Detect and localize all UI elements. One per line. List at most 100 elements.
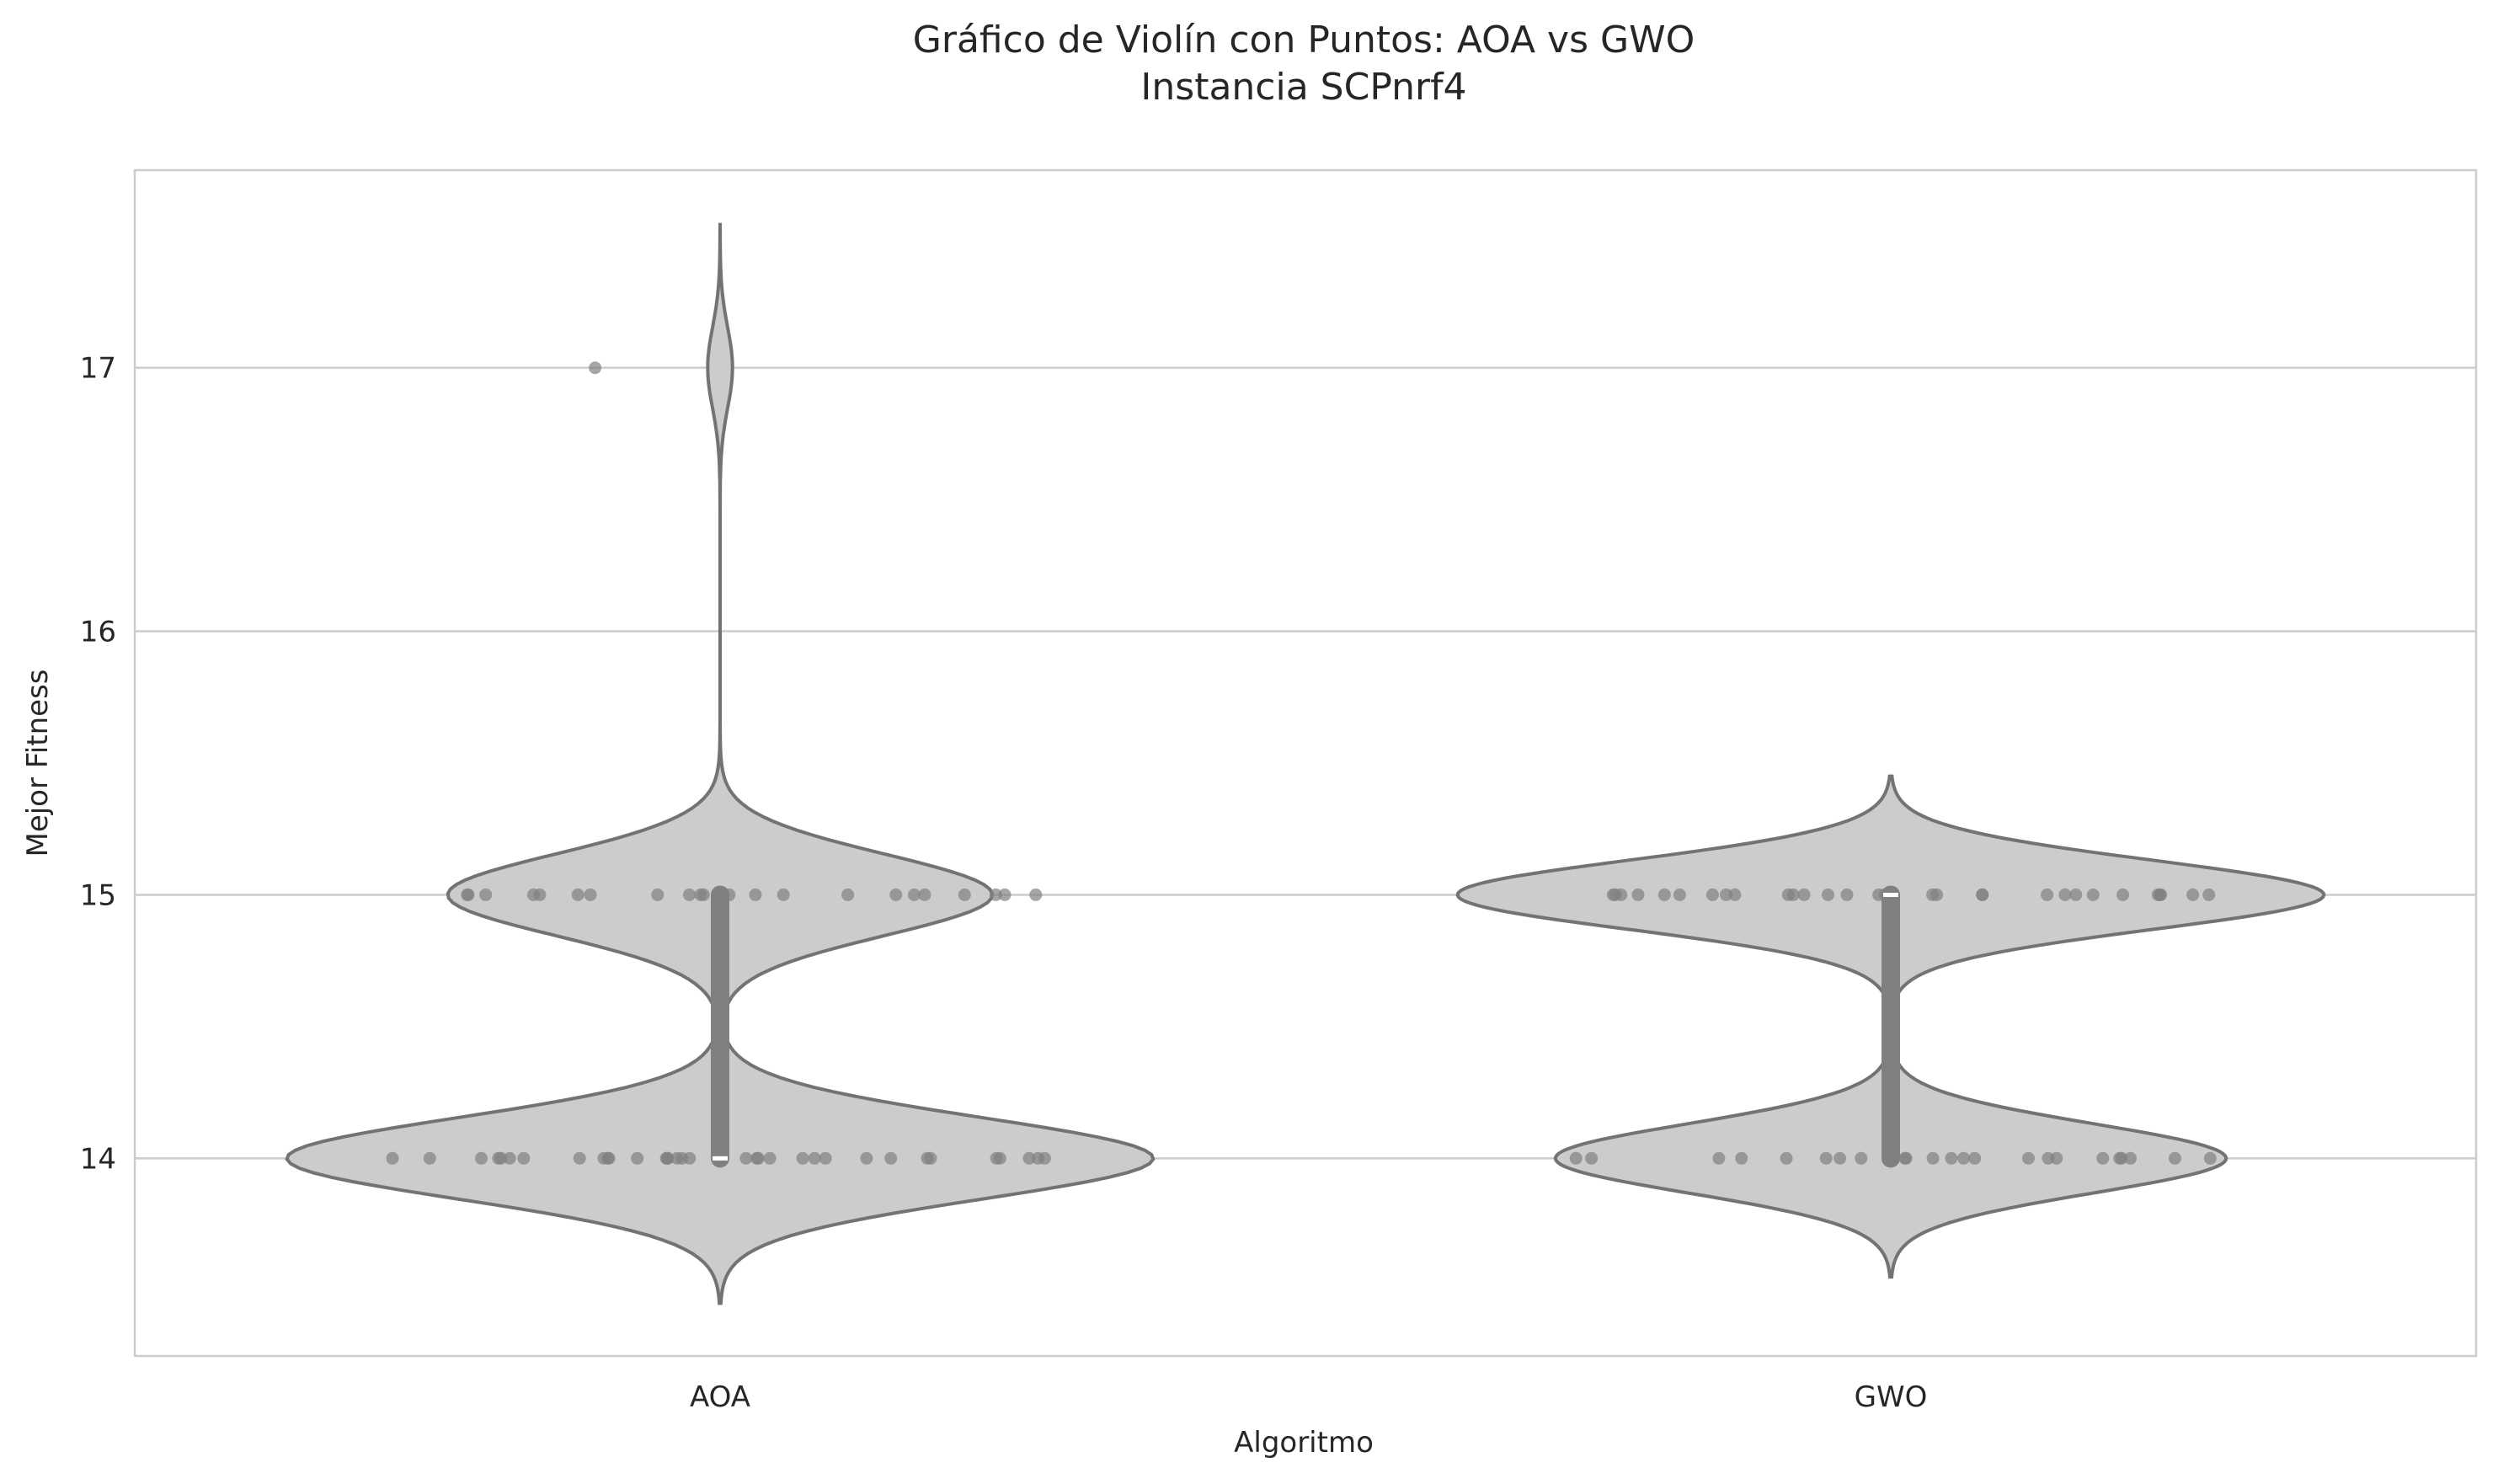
- data-point: [2022, 1151, 2035, 1165]
- data-point: [2169, 1151, 2181, 1165]
- data-point: [1032, 1151, 1045, 1165]
- data-point: [993, 1151, 1006, 1165]
- y-tick-label: 16: [80, 616, 116, 649]
- data-point: [589, 361, 602, 375]
- y-axis-label: Mejor Fitness: [21, 669, 55, 857]
- points: [386, 361, 2217, 1165]
- data-point: [517, 1151, 531, 1165]
- data-point: [2186, 888, 2200, 901]
- data-point: [1657, 888, 1671, 901]
- data-point: [2115, 1151, 2128, 1165]
- data-point: [1728, 888, 1742, 901]
- data-point: [1976, 888, 1989, 901]
- y-tick-label: 17: [80, 352, 116, 386]
- data-point: [1631, 888, 1645, 901]
- data-point: [1606, 888, 1620, 901]
- data-point: [763, 1151, 777, 1165]
- data-point: [777, 888, 790, 901]
- data-point: [1029, 888, 1043, 901]
- x-tick-label: GWO: [1855, 1380, 1928, 1414]
- data-point: [2050, 1151, 2063, 1165]
- data-point: [386, 1151, 399, 1165]
- data-point: [889, 888, 903, 901]
- data-point: [1712, 1151, 1726, 1165]
- data-point: [697, 888, 710, 901]
- data-point: [2086, 888, 2100, 901]
- data-point: [659, 1151, 673, 1165]
- y-tick-label: 15: [80, 878, 116, 912]
- data-point: [2124, 1151, 2137, 1165]
- gridlines: [135, 366, 2476, 1160]
- data-point: [602, 1151, 616, 1165]
- data-point: [1585, 1151, 1599, 1165]
- data-point: [1898, 1151, 1912, 1165]
- data-point: [860, 1151, 873, 1165]
- violin-aoa: [285, 222, 1156, 1305]
- data-point: [989, 888, 1002, 901]
- data-point: [503, 1151, 516, 1165]
- data-point: [2041, 888, 2054, 901]
- inner-boxes: [711, 885, 1900, 1168]
- data-point: [841, 888, 855, 901]
- data-point: [1819, 1151, 1833, 1165]
- data-point: [2202, 888, 2216, 901]
- data-point: [1968, 1151, 1982, 1165]
- data-point: [1855, 1151, 1868, 1165]
- data-point: [2116, 888, 2129, 901]
- data-point: [492, 1151, 505, 1165]
- data-point: [1569, 1151, 1583, 1165]
- data-point: [462, 888, 475, 901]
- data-point: [573, 1151, 586, 1165]
- data-point: [683, 888, 696, 901]
- data-point: [1930, 888, 1944, 901]
- data-point: [1840, 888, 1854, 901]
- x-tick-label: AOA: [690, 1380, 750, 1414]
- data-point: [1945, 1151, 1958, 1165]
- data-point: [1673, 888, 1686, 901]
- data-point: [584, 888, 597, 901]
- data-point: [423, 1151, 436, 1165]
- chart-subtitle: Instancia SCPnrf4: [1140, 66, 1466, 109]
- data-point: [1705, 888, 1719, 901]
- data-point: [750, 1151, 764, 1165]
- violins: [285, 222, 2326, 1305]
- data-point: [907, 888, 921, 901]
- data-point: [1833, 1151, 1847, 1165]
- data-point: [749, 888, 762, 901]
- x-axis-label: Algoritmo: [1234, 1426, 1374, 1460]
- data-point: [921, 1151, 934, 1165]
- data-point: [2154, 888, 2166, 901]
- data-point: [998, 888, 1011, 901]
- data-point: [2069, 888, 2083, 901]
- data-point: [2058, 888, 2072, 901]
- data-point: [796, 1151, 809, 1165]
- data-point: [884, 1151, 898, 1165]
- data-point: [2096, 1151, 2110, 1165]
- y-tick-labels: 14 15 16 17: [80, 352, 116, 1177]
- data-point: [479, 888, 493, 901]
- data-point: [1735, 1151, 1748, 1165]
- data-point: [1780, 1151, 1793, 1165]
- data-point: [918, 888, 931, 901]
- data-point: [631, 1151, 644, 1165]
- data-point: [2203, 1151, 2217, 1165]
- y-tick-label: 14: [80, 1142, 116, 1176]
- data-point: [475, 1151, 488, 1165]
- data-point: [958, 888, 971, 901]
- chart-title: Gráfico de Violín con Puntos: AOA vs GWO: [913, 19, 1695, 61]
- data-point: [1022, 1151, 1036, 1165]
- data-point: [1786, 888, 1800, 901]
- data-point: [651, 888, 665, 901]
- data-point: [571, 888, 584, 901]
- data-point: [1797, 888, 1811, 901]
- plot-frame: [133, 168, 2478, 1358]
- data-point: [1957, 1151, 1970, 1165]
- data-point: [739, 1151, 753, 1165]
- data-point: [1720, 888, 1732, 901]
- data-point: [670, 1151, 684, 1165]
- data-point: [819, 1151, 832, 1165]
- data-point: [808, 1151, 821, 1165]
- x-tick-labels: AOA GWO: [690, 1380, 1927, 1414]
- data-point: [1926, 1151, 1940, 1165]
